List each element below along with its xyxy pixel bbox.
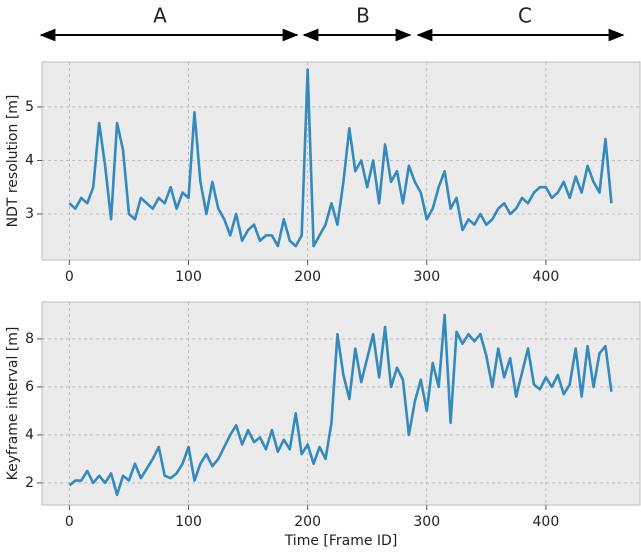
x-axis-label: Time [Frame ID] (284, 533, 398, 549)
y-axis-label: Keyframe interval [m] (5, 327, 21, 481)
segment-label: C (518, 4, 532, 28)
y-tick-label: 2 (25, 475, 34, 491)
y-tick-label: 8 (25, 331, 34, 347)
x-tick-label: 400 (533, 514, 560, 530)
x-tick-label: 100 (175, 269, 202, 285)
y-tick-label: 5 (25, 99, 34, 115)
x-tick-label: 0 (65, 514, 74, 530)
segment-label: B (356, 4, 370, 28)
x-tick-label: 0 (65, 269, 74, 285)
x-tick-label: 200 (294, 269, 321, 285)
y-tick-label: 3 (25, 206, 34, 222)
data-line (68, 313, 613, 497)
data-line (68, 68, 613, 248)
x-tick-label: 400 (533, 269, 560, 285)
plot-area (41, 301, 641, 506)
x-tick-label: 200 (294, 514, 321, 530)
y-axis-label: NDT resolution [m] (5, 95, 21, 228)
segment-label: A (153, 4, 167, 28)
x-tick-label: 100 (175, 514, 202, 530)
x-tick-label: 300 (413, 269, 440, 285)
y-tick-label: 6 (25, 379, 34, 395)
y-tick-label: 4 (25, 427, 34, 443)
x-tick-label: 300 (413, 514, 440, 530)
y-tick-label: 4 (25, 152, 34, 168)
plot-area (41, 61, 641, 261)
